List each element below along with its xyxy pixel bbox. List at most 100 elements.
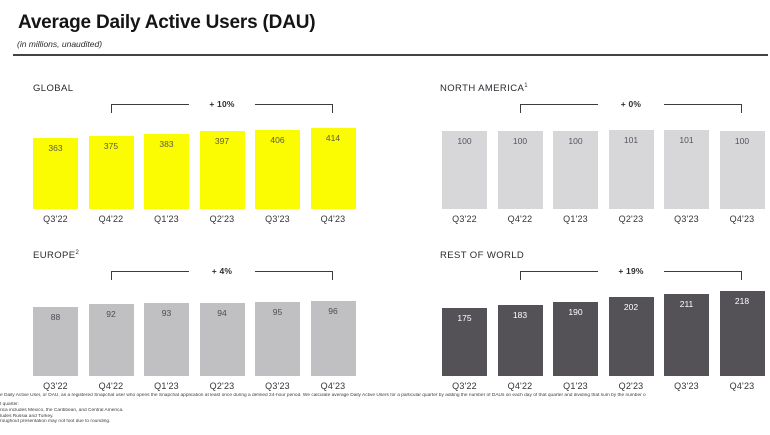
region-label: EUROPE2	[33, 250, 79, 261]
page-title: Average Daily Active Users (DAU)	[18, 12, 316, 33]
bar-column: 93 Q1'23	[144, 303, 189, 391]
bracket-tick-right	[332, 104, 333, 113]
footnote-ref: 2	[75, 250, 80, 256]
bar-column: 363 Q3'22	[33, 138, 78, 224]
bracket-line-left	[520, 104, 598, 105]
bar-group: 175 Q3'22 183 Q4'22 190 Q1'23 202 Q2'23 211 Q3'23…	[442, 291, 765, 391]
footnote-line: roughout presentation may not foot due t…	[0, 419, 111, 425]
bracket-tick-left	[520, 104, 521, 113]
bracket-tick-right	[741, 104, 742, 113]
bar-column: 218 Q4'23	[719, 291, 765, 391]
yoy-change-label: + 0%	[620, 99, 642, 109]
bar-value-label: 375	[103, 141, 119, 151]
x-axis-label: Q4'23	[320, 381, 346, 391]
footnote-line: t quarter.	[0, 402, 19, 408]
bar-column: 397 Q2'23	[199, 131, 245, 224]
bar-column: 406 Q3'23	[255, 130, 300, 224]
bar: 101	[608, 130, 654, 209]
bar-value-label: 202	[623, 302, 639, 312]
bar: 175	[442, 308, 487, 376]
bar-value-label: 100	[734, 136, 750, 146]
bar: 383	[144, 134, 189, 209]
bar-value-label: 406	[270, 135, 285, 145]
x-axis-label: Q2'23	[209, 381, 235, 391]
bar: 95	[255, 302, 300, 376]
bar: 218	[719, 291, 765, 376]
bar-value-label: 414	[325, 133, 341, 143]
bar: 183	[497, 305, 543, 376]
bar-value-label: 101	[623, 135, 639, 145]
bar-column: 92 Q4'22	[88, 304, 134, 391]
x-axis-label: Q3'23	[674, 381, 699, 391]
x-axis-label: Q4'22	[98, 381, 124, 391]
bar-value-label: 100	[457, 136, 472, 146]
bracket-tick-left	[520, 271, 521, 280]
bar-value-label: 96	[328, 306, 338, 316]
bar-value-label: 383	[159, 139, 174, 149]
yoy-change-label: + 10%	[209, 99, 235, 109]
bar-value-label: 94	[217, 308, 227, 318]
bracket-tick-right	[332, 271, 333, 280]
bar-column: 202 Q2'23	[608, 297, 654, 391]
bar-group: 100 Q3'22 100 Q4'22 100 Q1'23 101 Q2'23 101 Q3'23…	[442, 130, 765, 224]
bar: 93	[144, 303, 189, 376]
bar: 100	[442, 131, 487, 209]
bar: 397	[199, 131, 245, 209]
bar-value-label: 211	[679, 299, 694, 309]
bar-group: 88 Q3'22 92 Q4'22 93 Q1'23 94 Q2'23 95 Q3'23 96 Q4'…	[33, 301, 356, 391]
bracket-tick-left	[111, 104, 112, 113]
bar: 190	[553, 302, 598, 376]
x-axis-label: Q4'23	[729, 381, 755, 391]
chart-rest-of-world: REST OF WORLD + 19% 175 Q3'22 183 Q4'22 190 Q…	[440, 250, 765, 391]
bar: 100	[553, 131, 598, 209]
bar-column: 95 Q3'23	[255, 302, 300, 391]
region-label-text: EUROPE	[33, 250, 76, 262]
bracket-line-left	[111, 104, 189, 105]
footnote-line: ludes Russia and Turkey.	[0, 413, 54, 419]
yoy-change-label: + 19%	[618, 266, 644, 276]
x-axis-label: Q1'23	[154, 214, 179, 224]
x-axis-label: Q2'23	[618, 214, 644, 224]
x-axis-label: Q4'22	[507, 214, 533, 224]
x-axis-label: Q3'22	[452, 381, 477, 391]
region-label: GLOBAL	[33, 83, 73, 94]
footnotes: e Daily Active User, or DAU, as a regist…	[0, 393, 770, 425]
x-axis-label: Q1'23	[154, 381, 179, 391]
chart-global: GLOBAL + 10% 363 Q3'22 375 Q4'22 383 Q1'23 397…	[33, 83, 356, 224]
bar-value-label: 93	[161, 308, 172, 318]
bar-value-label: 183	[512, 310, 528, 320]
bracket-line-left	[520, 271, 598, 272]
bar-column: 94 Q2'23	[199, 303, 245, 391]
bar-column: 375 Q4'22	[88, 136, 134, 224]
bar: 211	[664, 294, 709, 376]
yoy-bracket: + 19%	[520, 266, 742, 280]
region-label-text: NORTH AMERICA	[440, 83, 525, 95]
region-label-text: REST OF WORLD	[440, 250, 525, 262]
bracket-line-right	[664, 271, 742, 272]
bar: 94	[199, 303, 245, 376]
x-axis-label: Q3'23	[265, 381, 290, 391]
bar: 88	[33, 307, 78, 376]
footnote-line: rica includes Mexico, the Caribbean, and…	[0, 407, 124, 413]
bar-column: 101 Q3'23	[664, 130, 709, 224]
bar-value-label: 95	[272, 307, 283, 317]
bar-value-label: 101	[679, 135, 694, 145]
x-axis-label: Q3'22	[43, 214, 68, 224]
x-axis-label: Q3'22	[43, 381, 68, 391]
bar-column: 414 Q4'23	[310, 128, 356, 224]
x-axis-label: Q3'23	[265, 214, 290, 224]
bar: 406	[255, 130, 300, 209]
bar-column: 96 Q4'23	[310, 301, 356, 391]
region-label: REST OF WORLD	[440, 250, 524, 261]
region-label: NORTH AMERICA1	[440, 83, 528, 94]
bar-column: 100 Q3'22	[442, 131, 487, 224]
bar-value-label: 92	[106, 309, 116, 319]
x-axis-label: Q4'23	[320, 214, 346, 224]
chart-europe: EUROPE2 + 4% 88 Q3'22 92 Q4'22 93 Q1'23 94 Q2'2…	[33, 250, 356, 391]
bar-column: 190 Q1'23	[553, 302, 598, 391]
x-axis-label: Q1'23	[563, 381, 588, 391]
header-divider	[13, 54, 768, 56]
x-axis-label: Q4'22	[507, 381, 533, 391]
x-axis-label: Q2'23	[209, 214, 235, 224]
